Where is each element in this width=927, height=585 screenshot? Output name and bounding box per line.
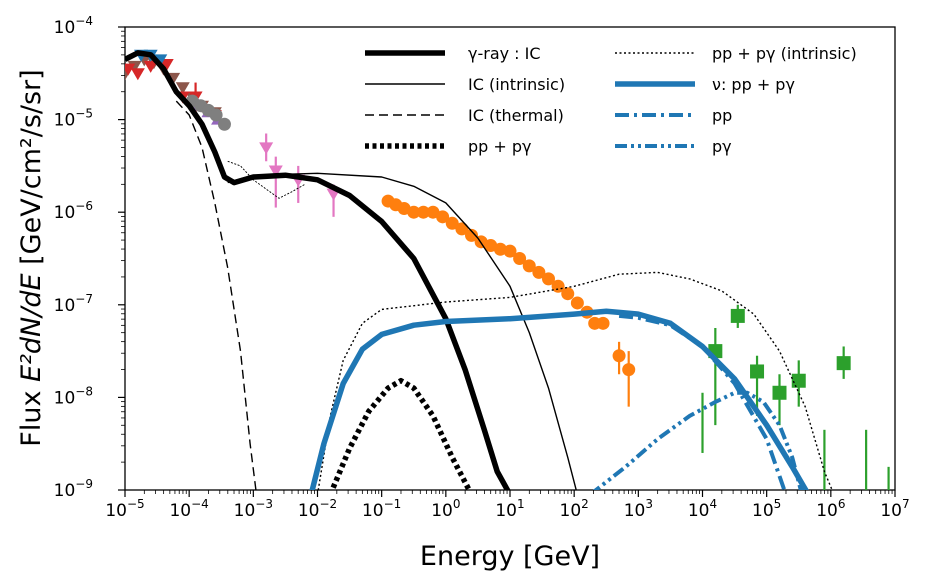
y-axis-title: Flux E²dN/dE [GeV/cm²/s/sr]	[16, 69, 47, 446]
legend-label: IC (thermal)	[468, 106, 564, 125]
x-tick-label: 107	[880, 497, 909, 521]
data-point	[730, 308, 745, 323]
y-tick-label: 10−9	[54, 477, 93, 501]
series-line	[125, 50, 511, 490]
data-point	[551, 279, 565, 293]
data-point	[791, 373, 806, 388]
data-point	[217, 117, 231, 131]
series-line	[309, 308, 809, 490]
series-nu-total	[309, 308, 809, 490]
y-axis-title-prefix: Flux	[16, 382, 47, 447]
data-point	[542, 272, 555, 286]
series-data-orange	[381, 194, 636, 407]
y-tick-label: 10−7	[54, 292, 93, 316]
series-line	[592, 390, 803, 490]
x-tick-label: 100	[431, 497, 460, 521]
data-point	[259, 142, 274, 155]
series-line	[317, 271, 833, 490]
data-point	[596, 316, 610, 330]
y-tick-label: 10−6	[54, 199, 93, 223]
series-layer	[125, 49, 890, 490]
data-point	[493, 242, 507, 256]
data-point	[836, 356, 851, 371]
x-tick-label: 103	[624, 497, 653, 521]
data-point	[436, 210, 450, 224]
x-tick-label: 101	[495, 497, 524, 521]
series-data-green	[701, 304, 890, 490]
x-tick-label: 10−5	[105, 497, 144, 521]
data-point	[268, 165, 283, 178]
x-tick-label: 10−2	[298, 497, 337, 521]
data-point	[503, 244, 517, 258]
x-tick-label: 102	[560, 497, 589, 521]
x-tick-label: 10−3	[234, 497, 273, 521]
data-point	[143, 60, 158, 73]
y-axis-title-units: [GeV/cm²/s/sr]	[16, 69, 47, 273]
y-tick-label: 10−4	[54, 14, 93, 38]
x-axis-title: Energy [GeV]	[420, 541, 600, 572]
legend: γ-ray : IC IC (intrinsic) IC (thermal) pp +…	[365, 44, 857, 156]
x-tick-label: 10−4	[169, 497, 208, 521]
series-data-gray	[185, 94, 231, 131]
legend-item-ic-intrinsic: IC (intrinsic)	[365, 75, 565, 94]
legend-item-ic-thermal: IC (thermal)	[365, 106, 564, 125]
data-point	[561, 287, 575, 301]
data-point	[407, 205, 421, 219]
x-tick-label: 105	[752, 497, 781, 521]
data-point	[465, 228, 478, 242]
legend-label: pp + pγ	[468, 137, 532, 156]
y-tick-label: 10−5	[54, 107, 93, 131]
data-point	[513, 252, 527, 265]
data-point	[612, 349, 626, 363]
legend-label: IC (intrinsic)	[468, 75, 565, 94]
data-point	[426, 205, 440, 219]
y-tick-label: 10−8	[54, 384, 93, 408]
data-point	[772, 385, 787, 400]
x-tick-label: 10−1	[362, 497, 401, 521]
series-pp-pgamma	[329, 377, 473, 490]
series-ic-intrinsic	[227, 172, 577, 490]
series-line	[227, 160, 305, 199]
legend-label: γ-ray : IC	[468, 44, 541, 63]
legend-label: pp	[712, 106, 732, 125]
legend-item-nu-pp: pp	[615, 106, 732, 125]
data-point	[622, 363, 636, 377]
data-point	[125, 63, 136, 76]
legend-item-pp-pgamma: pp + pγ	[365, 137, 532, 156]
series-nu-pgamma	[592, 390, 803, 490]
data-point	[750, 364, 765, 379]
data-point	[416, 205, 430, 219]
x-tick-label: 106	[816, 497, 845, 521]
data-point	[522, 259, 536, 273]
legend-label: pp + pγ (intrinsic)	[712, 44, 857, 63]
legend-item-pp-pgamma-intrinsic: pp + pγ (intrinsic)	[615, 44, 857, 63]
data-point	[175, 82, 190, 95]
legend-item-gamma-ic: γ-ray : IC	[365, 44, 541, 63]
data-point	[159, 59, 174, 72]
data-point	[570, 296, 584, 310]
series-line	[329, 377, 473, 490]
legend-label: pγ	[712, 137, 732, 156]
series-pp-pgamma-intrinsic	[317, 271, 833, 490]
tick-layer: 10−5 10−4 10−3 10−2 10−1 100 101 102 103 104 105 10…	[54, 14, 910, 521]
series-fermi-band	[227, 160, 305, 199]
data-point	[209, 108, 223, 122]
data-point	[455, 222, 469, 236]
y-axis-title-math: E²dN/dE	[16, 273, 47, 382]
series-line	[175, 100, 257, 490]
legend-item-nu-pgamma: pγ	[615, 137, 732, 156]
series-ic-thermal	[175, 100, 257, 490]
legend-label: ν: pp + pγ	[712, 75, 795, 94]
series-line	[227, 172, 577, 490]
data-point	[532, 265, 546, 279]
data-point	[130, 68, 145, 81]
data-point	[445, 216, 459, 230]
legend-item-nu-total: ν: pp + pγ	[615, 75, 795, 94]
series-gamma-ic	[125, 50, 511, 490]
x-tick-label: 104	[688, 497, 717, 521]
